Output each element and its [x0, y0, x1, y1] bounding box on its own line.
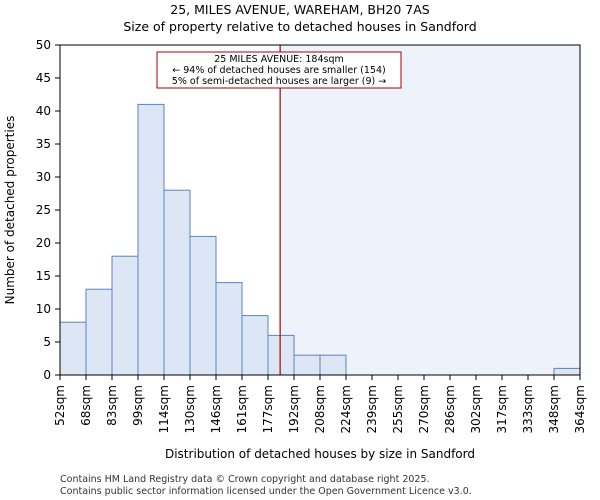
- bar-114sqm: [163, 189, 191, 376]
- x-tick-label: 114sqm: [157, 385, 171, 433]
- x-tick-label: 208sqm: [313, 385, 327, 433]
- bar-52sqm: [59, 321, 87, 376]
- x-tick-label: 224sqm: [339, 385, 353, 433]
- y-axis: 0 5 10 15 20 25 30 35 40 45 50: [36, 38, 60, 382]
- x-tick-label: 68sqm: [79, 385, 93, 426]
- x-tick-label: 364sqm: [573, 385, 587, 433]
- chart-title-line2: Size of property relative to detached ho…: [123, 19, 476, 34]
- x-tick-label: 146sqm: [209, 385, 223, 433]
- bar-161sqm: [241, 315, 269, 376]
- footer-line-2: Contains public sector information licen…: [60, 486, 472, 497]
- bar-99sqm: [137, 103, 165, 376]
- chart-title-line1: 25, MILES AVENUE, WAREHAM, BH20 7AS: [170, 2, 429, 17]
- footer-line-1: Contains HM Land Registry data © Crown c…: [60, 474, 430, 485]
- x-tick-label: 161sqm: [235, 385, 249, 433]
- x-tick-label: 317sqm: [495, 385, 509, 433]
- bar-68sqm: [85, 288, 113, 376]
- bar-208sqm: [319, 354, 347, 376]
- x-tick-label: 302sqm: [469, 385, 483, 433]
- y-tick-label: 50: [36, 38, 51, 52]
- annotation-line-smaller: ← 94% of detached houses are smaller (15…: [172, 65, 385, 76]
- larger-region-highlight: [280, 45, 580, 375]
- y-tick-label: 30: [36, 170, 51, 184]
- y-tick-label: 45: [36, 71, 51, 85]
- x-tick-label: 177sqm: [261, 385, 275, 433]
- x-tick-label: 192sqm: [287, 385, 301, 433]
- y-tick-label: 25: [36, 203, 51, 217]
- x-tick-label: 333sqm: [521, 385, 535, 433]
- x-tick-label: 270sqm: [417, 385, 431, 433]
- x-tick-label: 83sqm: [105, 385, 119, 426]
- bar-146sqm: [215, 282, 243, 376]
- x-tick-label: 52sqm: [53, 385, 67, 426]
- y-tick-label: 40: [36, 104, 51, 118]
- x-tick-label: 239sqm: [365, 385, 379, 433]
- y-tick-label: 10: [36, 302, 51, 316]
- annotation-line-property: 25 MILES AVENUE: 184sqm: [214, 54, 344, 65]
- bar-83sqm: [111, 255, 139, 376]
- bar-177sqm: [267, 334, 295, 376]
- x-axis: 52sqm 68sqm 83sqm 99sqm 114sqm 130sqm 146sqm 16…: [53, 375, 587, 433]
- x-tick-label: 130sqm: [183, 385, 197, 433]
- y-tick-label: 0: [43, 368, 51, 382]
- x-tick-label: 99sqm: [131, 385, 145, 426]
- annotation-box: [156, 51, 402, 89]
- annotation-line-larger: 5% of semi-detached houses are larger (9…: [172, 76, 386, 87]
- x-tick-label: 286sqm: [443, 385, 457, 433]
- bar-130sqm: [189, 235, 217, 376]
- bar-series: [59, 103, 581, 376]
- y-tick-label: 35: [36, 137, 51, 151]
- x-tick-label: 255sqm: [391, 385, 405, 433]
- y-tick-label: 20: [36, 236, 51, 250]
- y-axis-title: Number of detached properties: [3, 116, 17, 305]
- x-tick-label: 348sqm: [547, 385, 561, 433]
- plot-frame: [59, 44, 581, 376]
- bar-348sqm: [553, 367, 581, 376]
- bar-192sqm: [293, 354, 321, 376]
- x-axis-title: Distribution of detached houses by size …: [165, 447, 475, 461]
- y-tick-label: 15: [36, 269, 51, 283]
- y-tick-label: 5: [43, 335, 51, 349]
